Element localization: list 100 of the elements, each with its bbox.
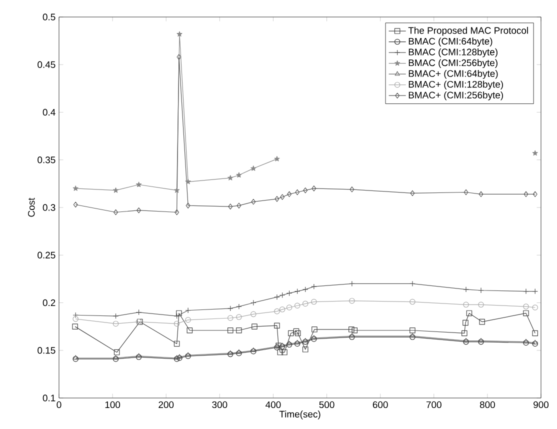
point <box>464 189 468 196</box>
point <box>250 166 256 171</box>
point <box>274 156 280 162</box>
point <box>478 287 484 294</box>
y-tick-label: 0.35 <box>38 156 56 164</box>
legend-label: BMAC (CMI:64byte) <box>408 38 492 46</box>
x-tick-label: 300 <box>212 401 228 408</box>
point <box>523 310 529 316</box>
point <box>312 186 316 192</box>
y-tick-label: 0.25 <box>38 252 56 258</box>
point <box>112 320 119 327</box>
point <box>136 207 142 214</box>
point <box>312 326 318 332</box>
legend-label: BMAC (CMI:128byte) <box>408 48 498 58</box>
point <box>174 313 180 319</box>
point <box>227 327 234 334</box>
point <box>185 307 191 314</box>
point <box>280 194 285 200</box>
point <box>252 324 258 330</box>
point <box>236 314 242 320</box>
legend-label: The Proposed MAC Protocol <box>408 26 528 36</box>
point <box>112 313 119 319</box>
x-axis-title: Time(sec) <box>279 410 320 420</box>
point <box>274 294 280 300</box>
legend-label: BMAC+ (CMI:128byte) <box>408 80 503 90</box>
x-tick-label: 400 <box>266 401 281 408</box>
point <box>311 284 317 290</box>
point <box>294 340 300 344</box>
y-axis-title: Cost <box>28 198 35 217</box>
point <box>174 209 180 216</box>
point <box>302 338 308 345</box>
point <box>250 300 256 306</box>
point <box>311 298 317 305</box>
point <box>282 349 288 356</box>
point <box>466 310 472 316</box>
point <box>294 330 301 336</box>
point <box>293 328 300 334</box>
point <box>410 298 416 305</box>
point <box>186 327 193 334</box>
point <box>524 191 528 198</box>
point <box>274 322 280 328</box>
x-tick-label: 0 <box>56 401 62 408</box>
point <box>228 175 234 180</box>
point <box>478 338 484 342</box>
point <box>136 309 142 316</box>
point <box>295 189 300 196</box>
legend-label: BMAC+ (CMI:256byte) <box>408 91 503 100</box>
point <box>410 190 415 196</box>
y-tick-label: 0.45 <box>38 61 56 68</box>
y-tick-label: 0.4 <box>42 108 56 116</box>
point <box>174 340 180 347</box>
point <box>478 302 484 308</box>
point <box>410 327 416 334</box>
point <box>250 311 256 318</box>
point <box>236 172 242 178</box>
y-tick-label: 0.2 <box>42 299 56 306</box>
y-tick-label: 0.3 <box>42 204 56 211</box>
point <box>352 327 358 334</box>
point <box>349 298 355 304</box>
point <box>174 187 180 193</box>
point <box>227 315 234 321</box>
point <box>174 320 180 327</box>
point <box>302 346 308 352</box>
point <box>250 347 256 352</box>
x-tick-label: 500 <box>319 401 334 408</box>
point <box>277 349 284 356</box>
point <box>463 338 469 345</box>
point <box>114 349 120 356</box>
point <box>236 202 242 208</box>
point <box>227 351 234 358</box>
point <box>185 317 191 323</box>
point <box>136 182 142 188</box>
point <box>236 349 242 354</box>
point <box>479 318 485 325</box>
point <box>462 330 468 336</box>
point <box>462 320 468 326</box>
point <box>286 342 292 348</box>
point <box>251 198 256 205</box>
point <box>236 327 242 334</box>
x-tick-label: 800 <box>480 401 495 408</box>
point <box>532 330 538 336</box>
point <box>72 324 78 330</box>
point <box>410 280 416 287</box>
point <box>279 306 286 312</box>
point <box>113 187 119 193</box>
point <box>288 330 294 336</box>
x-tick-label: 900 <box>534 401 549 408</box>
y-tick-label: 0.15 <box>38 347 56 354</box>
point <box>348 326 354 332</box>
point <box>236 304 242 310</box>
point <box>294 288 300 294</box>
x-tick-label: 100 <box>105 401 120 408</box>
point <box>287 191 292 198</box>
x-tick-label: 600 <box>372 401 388 408</box>
point <box>274 196 280 202</box>
point <box>463 302 469 308</box>
point <box>250 348 256 354</box>
point <box>286 304 292 310</box>
point <box>523 304 529 310</box>
point <box>302 300 308 307</box>
